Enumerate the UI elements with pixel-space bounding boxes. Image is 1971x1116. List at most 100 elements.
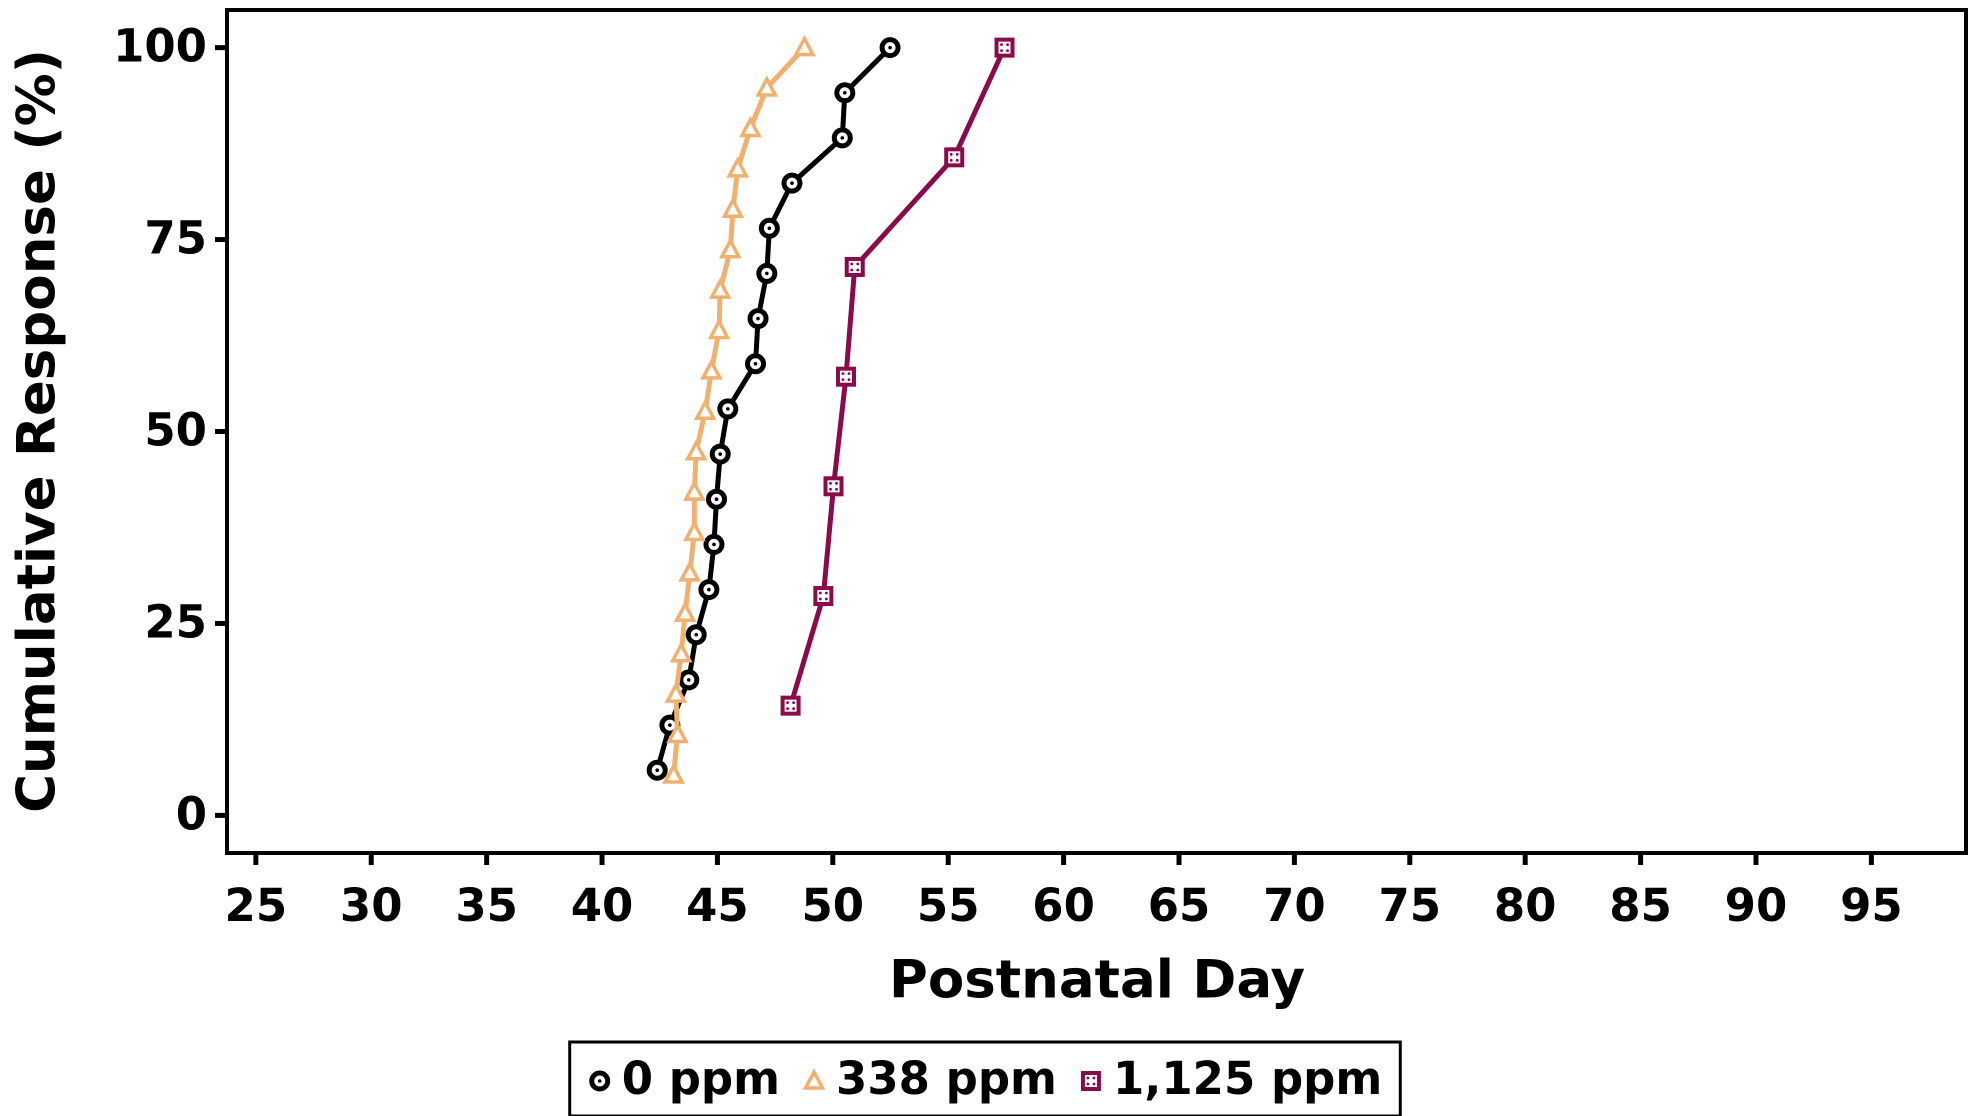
marker-dot bbox=[835, 487, 838, 491]
marker bbox=[706, 488, 728, 510]
x-tick-label: 55 bbox=[917, 879, 980, 932]
marker-outline bbox=[726, 156, 750, 178]
x-tick-label: 30 bbox=[340, 879, 403, 932]
marker-dot bbox=[824, 591, 828, 595]
marker-dot bbox=[707, 587, 711, 592]
marker-outline bbox=[678, 560, 702, 582]
marker bbox=[747, 308, 769, 330]
marker-dot bbox=[1006, 43, 1009, 47]
marker bbox=[678, 669, 700, 691]
marker-dot bbox=[840, 136, 845, 140]
marker-outline bbox=[682, 519, 706, 542]
marker bbox=[813, 586, 834, 607]
marker-outline bbox=[994, 37, 1015, 58]
marker-dot bbox=[718, 452, 722, 456]
plot-frame bbox=[225, 8, 1968, 855]
y-tick-label: 100 bbox=[113, 20, 207, 73]
marker bbox=[700, 358, 723, 380]
marker bbox=[994, 37, 1015, 58]
marker-dot bbox=[955, 152, 959, 156]
x-tick-label: 60 bbox=[1032, 879, 1095, 932]
marker-dot bbox=[687, 678, 691, 682]
marker-dot bbox=[792, 707, 795, 711]
x-tick-label: 80 bbox=[1494, 879, 1557, 932]
marker-dot bbox=[786, 707, 789, 711]
marker-dot bbox=[829, 481, 832, 485]
marker-dot bbox=[824, 597, 828, 601]
marker-outline bbox=[1080, 1071, 1101, 1091]
y-axis-title: Cumulative Response (%) bbox=[7, 49, 68, 813]
marker-dot bbox=[712, 542, 716, 547]
marker-dot bbox=[765, 271, 769, 276]
marker-dot bbox=[949, 152, 953, 156]
x-tick-label: 40 bbox=[571, 879, 634, 932]
marker bbox=[685, 624, 707, 646]
marker-dot bbox=[847, 378, 851, 382]
marker bbox=[726, 156, 750, 178]
marker bbox=[684, 438, 708, 461]
marker-outline bbox=[755, 75, 779, 97]
marker bbox=[793, 34, 816, 57]
marker-outline bbox=[684, 438, 708, 461]
marker bbox=[589, 1070, 611, 1092]
marker bbox=[693, 398, 717, 421]
marker-dot bbox=[694, 632, 698, 637]
marker-outline bbox=[662, 762, 685, 784]
marker bbox=[708, 277, 732, 299]
marker-dot bbox=[1092, 1076, 1096, 1080]
marker-dot bbox=[1092, 1082, 1096, 1086]
marker-dot bbox=[949, 158, 953, 162]
y-tick-label: 50 bbox=[144, 404, 207, 457]
marker-outline bbox=[666, 721, 689, 744]
x-tick-label: 75 bbox=[1378, 879, 1441, 932]
marker-outline bbox=[944, 147, 965, 168]
marker-outline bbox=[664, 681, 688, 703]
marker bbox=[802, 1068, 826, 1090]
y-tick-label: 0 bbox=[176, 787, 207, 840]
y-tick-label: 25 bbox=[144, 595, 207, 648]
marker-dot bbox=[888, 45, 892, 50]
marker bbox=[703, 533, 725, 555]
marker bbox=[745, 353, 767, 375]
marker-dot bbox=[714, 497, 719, 502]
marker-dot bbox=[1086, 1076, 1090, 1080]
marker-dot bbox=[850, 262, 854, 266]
marker-dot bbox=[790, 181, 794, 185]
marker-outline bbox=[700, 358, 723, 380]
marker-dot bbox=[792, 701, 795, 705]
marker bbox=[721, 196, 745, 218]
marker bbox=[781, 172, 803, 194]
legend-label: 338 ppm bbox=[836, 1052, 1057, 1105]
marker-dot bbox=[1000, 43, 1003, 47]
x-tick-label: 85 bbox=[1609, 879, 1672, 932]
marker-outline bbox=[813, 586, 834, 607]
marker-dot bbox=[668, 723, 672, 727]
marker bbox=[664, 681, 688, 703]
marker-dot bbox=[756, 316, 760, 321]
marker-dot bbox=[843, 90, 847, 95]
marker bbox=[756, 262, 778, 284]
marker bbox=[662, 762, 685, 784]
marker-outline bbox=[823, 476, 844, 497]
marker bbox=[709, 443, 731, 465]
marker-outline bbox=[708, 277, 732, 299]
x-axis-title: Postnatal Day bbox=[889, 950, 1305, 1011]
marker-outline bbox=[707, 317, 731, 340]
marker bbox=[698, 579, 720, 601]
marker-dot bbox=[841, 372, 845, 376]
marker bbox=[758, 217, 780, 239]
marker-dot bbox=[856, 262, 860, 266]
marker-dot bbox=[850, 268, 854, 272]
marker bbox=[707, 317, 731, 340]
marker-outline bbox=[739, 115, 762, 138]
legend-label: 0 ppm bbox=[622, 1052, 780, 1105]
marker bbox=[834, 82, 856, 104]
marker bbox=[718, 236, 742, 259]
marker-outline bbox=[718, 236, 742, 259]
marker bbox=[944, 147, 965, 168]
marker-dot bbox=[818, 591, 822, 595]
marker-dot bbox=[655, 768, 659, 773]
marker bbox=[835, 366, 856, 387]
x-tick-label: 90 bbox=[1725, 879, 1788, 932]
marker-dot bbox=[726, 407, 730, 411]
